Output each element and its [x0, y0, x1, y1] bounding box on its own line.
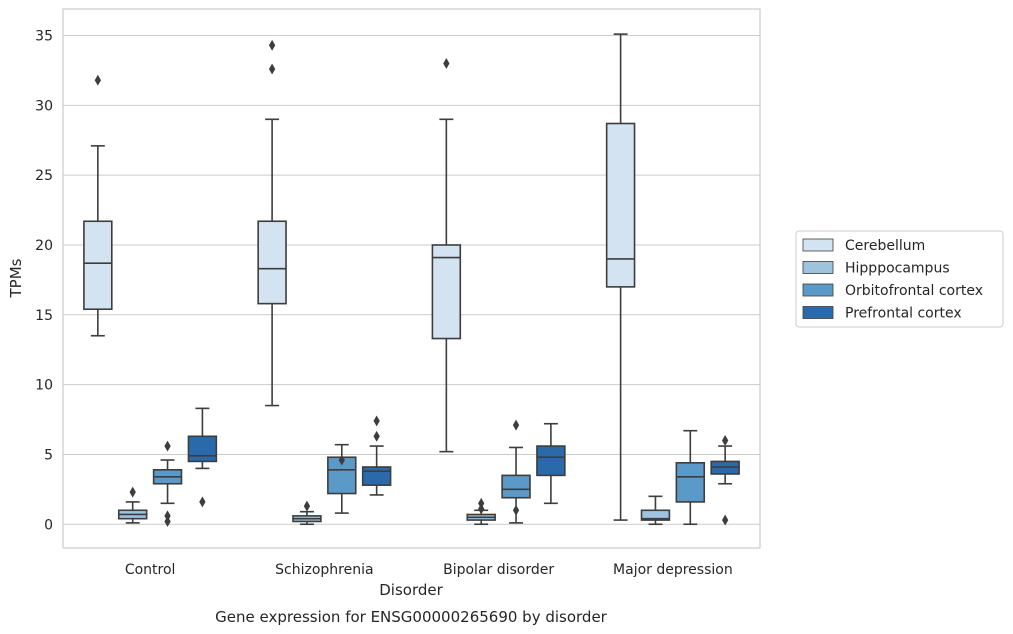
y-tick-label: 0: [44, 517, 53, 533]
outlier-point: [164, 440, 171, 452]
box-plot-item: [187, 407, 218, 508]
box-plot-item: [536, 422, 566, 505]
y-tick-label: 30: [35, 98, 53, 114]
x-axis-title: Disorder: [379, 581, 443, 599]
legend-swatch: [802, 261, 834, 274]
x-axis-ticks: Control Schizophrenia Bipolar disorder Majo…: [125, 562, 733, 578]
grid-lines: [63, 35, 760, 525]
legend-swatch: [802, 238, 834, 252]
box-plot-item: [501, 419, 531, 524]
outlier-point: [268, 63, 276, 75]
x-tick-label: Bipolar disorder: [443, 562, 554, 578]
box-plot-item: [361, 415, 392, 496]
box-plot-item: [640, 495, 671, 526]
legend-swatch: [802, 283, 834, 297]
iqr-box: [431, 244, 462, 340]
outlier-point: [164, 516, 171, 527]
outlier-point: [129, 486, 136, 498]
box-plot-item: [152, 440, 183, 527]
x-tick-label: Schizophrenia: [275, 562, 373, 578]
legend-label: Orbitofrontal cortex: [845, 283, 983, 299]
iqr-box: [605, 122, 636, 288]
y-tick-label: 10: [35, 378, 53, 394]
y-tick-label: 35: [35, 29, 53, 45]
box-plot-item: [327, 443, 357, 514]
box-plot-item: [710, 435, 740, 526]
y-tick-label: 5: [44, 447, 53, 463]
box-plot-item: [675, 429, 706, 526]
outlier-point: [94, 74, 101, 86]
outlier-point: [373, 415, 380, 427]
iqr-box: [536, 445, 566, 477]
x-tick-label: Major depression: [613, 562, 733, 578]
iqr-box: [361, 466, 392, 486]
y-axis-title: TPMs: [7, 258, 25, 298]
outlier-point: [164, 510, 171, 522]
legend-label: Prefrontal cortex: [845, 306, 962, 322]
outlier-point: [722, 514, 729, 526]
legend-label: Hipppocampus: [845, 261, 950, 277]
box-plot-item: [466, 497, 496, 526]
box-plot-item: [431, 57, 462, 453]
plot-frame: [62, 8, 761, 549]
outlier-point: [443, 57, 450, 69]
legend-label: Cerebellum: [845, 238, 925, 254]
outlier-point: [478, 503, 485, 515]
chart-caption: Gene expression for ENSG00000265690 by d…: [215, 608, 608, 626]
iqr-box: [83, 220, 113, 311]
box-plot-item: [292, 500, 322, 526]
iqr-box: [501, 474, 531, 499]
outlier-point: [722, 435, 729, 446]
outlier-point: [303, 500, 311, 512]
y-tick-label: 20: [35, 238, 53, 254]
y-axis-ticks: 0 5 10 15 20 25 30 35: [35, 29, 53, 534]
iqr-box: [187, 435, 218, 463]
outlier-point: [512, 504, 520, 516]
outlier-point: [338, 454, 345, 466]
legend-swatch: [802, 306, 834, 319]
box-plot-item: [117, 486, 148, 524]
outlier-point: [478, 497, 485, 509]
box-plot-item: [605, 33, 636, 521]
box-plot-item: [257, 39, 287, 407]
outlier-point: [512, 419, 520, 431]
x-tick-label: Control: [125, 562, 176, 578]
outlier-point: [199, 496, 206, 508]
box-plot-layer: [83, 33, 740, 527]
box-plot-item: [83, 74, 113, 337]
iqr-box: [640, 509, 671, 521]
iqr-box: [327, 456, 357, 495]
outlier-point: [373, 430, 380, 442]
y-tick-label: 15: [35, 308, 53, 324]
outlier-point: [268, 39, 276, 51]
legend-frame: [795, 230, 1004, 328]
legend: Cerebellum Hipppocampus Orbitofrontal cort…: [795, 230, 1004, 328]
y-tick-label: 25: [35, 168, 53, 184]
iqr-box: [257, 220, 287, 305]
iqr-box: [675, 462, 706, 503]
